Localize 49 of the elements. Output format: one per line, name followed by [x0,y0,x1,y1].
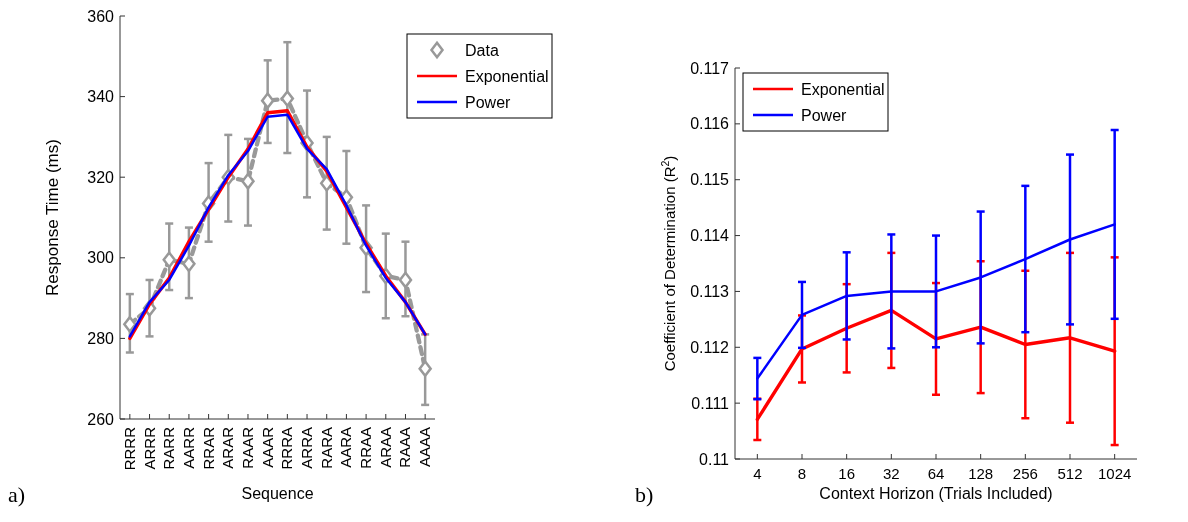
x-tick-label: RAAA [396,427,414,468]
x-tick-label: 4 [753,465,762,482]
y-axis-title: Response Time (ms) [43,139,62,296]
y-tick-label: 0.115 [690,171,730,189]
legend-label: Power [465,93,512,111]
x-tick-label: RAAR [238,426,256,469]
legend-label: Exponential [801,80,885,98]
x-tick-label: ARAR [219,426,237,469]
x-axis-title: Context Horizon (Trials Included) [819,485,1053,502]
y-tick-label: 320 [87,168,115,186]
x-tick-label: RRAR [199,426,217,470]
x-tick-label: 64 [927,465,945,482]
x-tick-label: AARA [337,427,355,468]
y-tick-label: 0.111 [691,394,730,412]
text: a) [8,482,26,507]
y-tick-label: 340 [87,88,115,106]
y-tick-label: 0.117 [690,59,730,77]
y-tick-label: 280 [87,330,115,347]
x-tick-label: AARR [179,426,197,469]
y-tick-label: 0.11 [699,450,730,468]
y-tick-label: 0.114 [690,227,730,245]
x-tick-label: 512 [1057,465,1083,482]
y-tick-label: 360 [87,7,115,25]
y-tick-label: 0.116 [690,115,730,133]
x-tick-label: 32 [882,465,900,482]
y-tick-label: 300 [87,249,115,267]
x-tick-label: AAAA [416,427,434,468]
x-tick-label: 1024 [1097,465,1132,482]
y-tick-label: 0.113 [690,283,730,301]
x-tick-label: AAAR [258,426,276,468]
x-tick-label: 256 [1012,465,1038,482]
x-tick-label: 128 [968,465,994,482]
x-tick-label: ARRA [298,427,316,469]
legend-label: Power [801,106,848,124]
legend-label: Data [465,41,499,59]
x-tick-label: RRAA [357,427,375,469]
x-tick-label: ARAA [376,427,394,468]
x-tick-label: RARA [317,427,335,469]
y-tick-label: 260 [87,410,115,428]
text: b) [635,482,654,507]
x-tick-label: RARR [160,426,178,470]
legend-label: Exponential [465,67,549,85]
x-axis-title: Sequence [241,485,314,502]
x-tick-label: 8 [797,465,807,482]
x-tick-label: RRRA [278,427,296,470]
y-tick-label: 0.112 [690,338,730,356]
x-tick-label: ARRR [140,426,158,470]
x-tick-label: RRRR [120,426,138,471]
x-tick-label: 16 [838,465,856,482]
